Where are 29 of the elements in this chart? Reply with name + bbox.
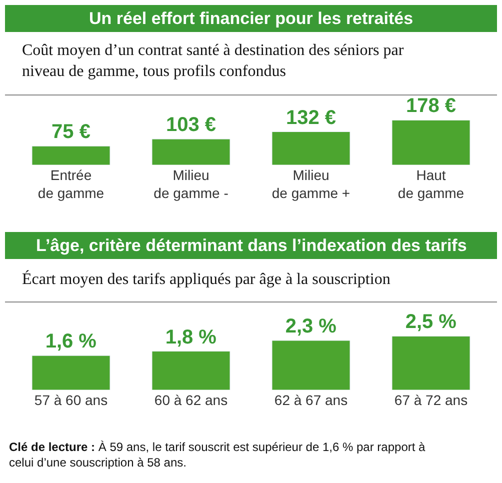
- x-tick-label: Entrée de gamme: [38, 167, 104, 202]
- bar: [152, 138, 230, 165]
- bar: [272, 340, 350, 390]
- data-label: 1,8 %: [165, 326, 217, 348]
- x-tick-label: 60 à 62 ans: [154, 392, 228, 408]
- data-label: 178 €: [406, 95, 456, 118]
- x-tick-label: 62 à 67 ans: [274, 392, 348, 408]
- text: Clé de lecture : À 59 ans, le tarif souscrit est supérieur de 1,6 % par rapport à celui d’une souscription à 58 ans.: [9, 440, 426, 470]
- chart-subtitle: Coût moyen d’un contrat santé à destination des séniors par niveau de gamme, tous profils confondus: [22, 42, 404, 80]
- data-label: 2,3 %: [285, 316, 337, 338]
- x-tick-label: Milieu de gamme +: [272, 167, 350, 202]
- bar: [32, 355, 110, 390]
- chart-subtitle: Écart moyen des tarifs appliqués par âge à la souscription: [22, 270, 390, 288]
- bar: [272, 132, 350, 165]
- x-tick-label: 67 à 72 ans: [394, 392, 468, 408]
- data-label: 1,6 %: [45, 330, 97, 353]
- x-tick-label: 57 à 60 ans: [34, 392, 108, 408]
- chart-title: L’âge, critère déterminant dans l’indexation des tarifs: [36, 236, 467, 255]
- bar: [32, 146, 110, 165]
- chart-title: Un réel effort financier pour les retraités: [89, 9, 414, 28]
- bar: [392, 120, 470, 165]
- x-tick-label: Haut de gamme: [398, 167, 464, 202]
- data-label: 2,5 %: [405, 311, 457, 334]
- x-tick-label: Milieu de gamme -: [154, 167, 229, 202]
- data-label: 103 €: [166, 114, 216, 136]
- data-label: 75 €: [52, 121, 90, 144]
- data-label: 132 €: [286, 106, 336, 129]
- bar: [392, 336, 470, 390]
- bar: [152, 351, 230, 390]
